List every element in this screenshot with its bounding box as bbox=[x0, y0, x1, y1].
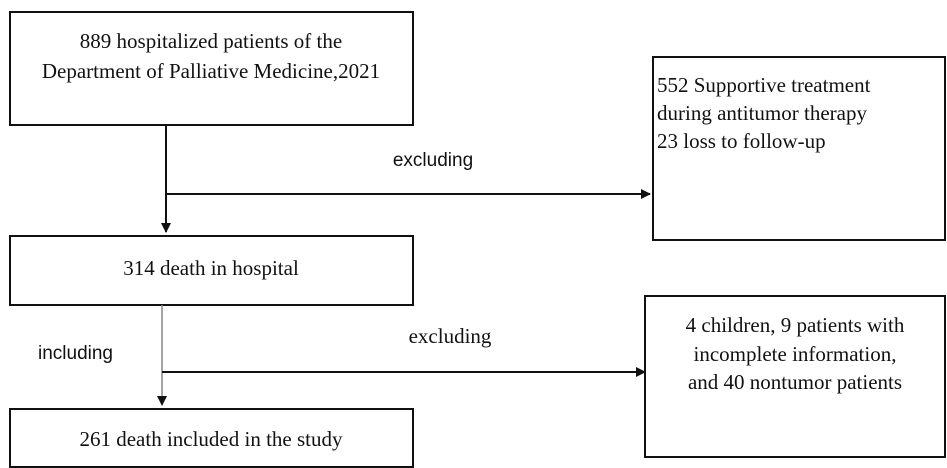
box-text: 23 loss to follow-up bbox=[657, 129, 826, 153]
box bbox=[9, 235, 414, 306]
box-text: and 40 nontumor patients bbox=[688, 370, 902, 394]
box bbox=[652, 56, 946, 241]
box-text: 4 children, 9 patients with bbox=[686, 313, 905, 337]
box-text: during antitumor therapy bbox=[657, 101, 867, 125]
box-text: incomplete information, bbox=[694, 342, 897, 366]
edge-label: excluding bbox=[393, 150, 473, 171]
box-text: 889 hospitalized patients of the bbox=[80, 29, 342, 53]
box-text: 552 Supportive treatment bbox=[657, 73, 871, 97]
box-text: Department of Palliative Medicine,2021 bbox=[42, 59, 380, 83]
box-text: 314 death in hospital bbox=[123, 256, 299, 280]
box bbox=[9, 408, 414, 468]
edge-label: including bbox=[38, 343, 113, 364]
box bbox=[9, 11, 414, 126]
edge-label: excluding bbox=[409, 324, 492, 348]
box-text: 261 death included in the study bbox=[79, 427, 343, 451]
box bbox=[644, 295, 946, 458]
